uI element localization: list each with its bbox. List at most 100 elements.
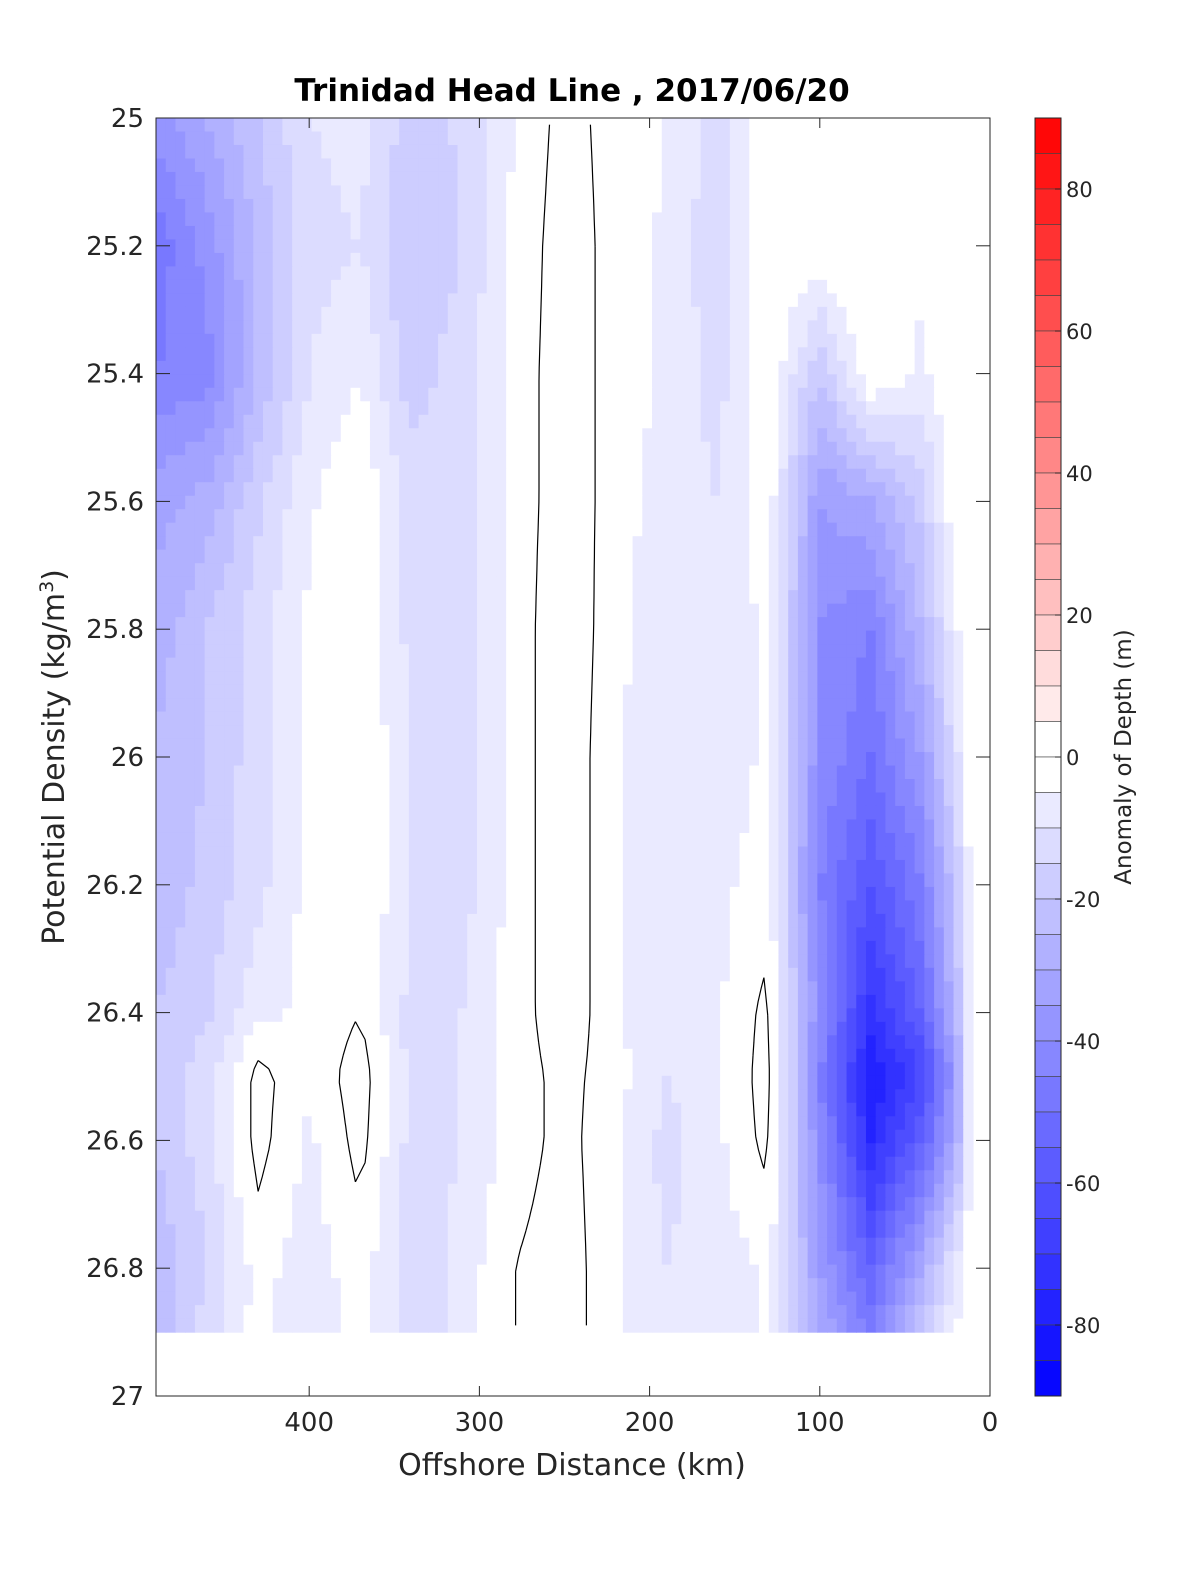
- heatmap-cell: [389, 859, 400, 875]
- heatmap-cell: [554, 509, 566, 524]
- heatmap-cell: [622, 779, 634, 794]
- heatmap-cell: [360, 266, 371, 281]
- heatmap-cell: [214, 198, 225, 214]
- heatmap-cell: [496, 711, 507, 726]
- heatmap-cell: [788, 603, 799, 618]
- heatmap-cell: [476, 657, 488, 672]
- heatmap-cell: [175, 617, 186, 632]
- heatmap-cell: [496, 131, 507, 146]
- heatmap-cell: [243, 387, 254, 402]
- heatmap-cell: [613, 212, 624, 227]
- heatmap-cell: [535, 118, 546, 133]
- heatmap-cell: [233, 320, 245, 335]
- heatmap-cell: [739, 536, 750, 551]
- heatmap-cell: [865, 131, 877, 146]
- heatmap-cell: [389, 657, 400, 672]
- heatmap-cell: [788, 873, 799, 888]
- heatmap-cell: [603, 522, 614, 537]
- heatmap-cell: [156, 617, 167, 632]
- heatmap-cell: [408, 320, 420, 335]
- heatmap-cell: [331, 401, 342, 416]
- heatmap-cell: [224, 131, 235, 146]
- heatmap-cell: [262, 455, 274, 470]
- heatmap-cell: [729, 185, 741, 200]
- heatmap-cell: [661, 752, 673, 767]
- heatmap-cell: [369, 118, 381, 133]
- heatmap-cell: [924, 752, 935, 767]
- heatmap-cell: [438, 333, 449, 348]
- heatmap-cell: [836, 630, 848, 645]
- heatmap-cell: [865, 428, 877, 443]
- heatmap-cell: [224, 711, 235, 726]
- heatmap-cell: [807, 266, 818, 281]
- heatmap-cell: [224, 509, 235, 524]
- heatmap-cell: [934, 873, 945, 888]
- heatmap-cell: [827, 805, 838, 821]
- heatmap-cell: [710, 644, 721, 659]
- heatmap-cell: [515, 536, 527, 551]
- heatmap-cell: [311, 414, 322, 429]
- heatmap-cell: [690, 549, 702, 564]
- heatmap-cell: [788, 805, 799, 821]
- heatmap-cell: [506, 293, 517, 308]
- heatmap-cell: [408, 374, 420, 389]
- heatmap-cell: [817, 590, 828, 605]
- heatmap-cell: [418, 711, 429, 726]
- heatmap-cell: [739, 171, 750, 187]
- heatmap-cell: [817, 131, 828, 146]
- heatmap-cell: [379, 738, 391, 753]
- heatmap-cell: [875, 819, 887, 834]
- heatmap-cell: [476, 347, 488, 362]
- heatmap-cell: [574, 185, 585, 200]
- heatmap-cell: [652, 144, 663, 160]
- heatmap-cell: [807, 819, 818, 834]
- heatmap-cell: [759, 630, 770, 645]
- heatmap-cell: [467, 671, 478, 686]
- heatmap-cell: [632, 684, 643, 699]
- heatmap-cell: [447, 320, 459, 335]
- heatmap-cell: [739, 347, 750, 362]
- heatmap-cell: [642, 468, 653, 483]
- heatmap-cell: [311, 671, 322, 686]
- heatmap-cell: [185, 711, 196, 726]
- heatmap-cell: [642, 212, 653, 227]
- heatmap-cell: [554, 522, 566, 537]
- heatmap-cell: [953, 131, 964, 146]
- heatmap-cell: [642, 752, 653, 767]
- heatmap-cell: [963, 252, 974, 267]
- heatmap-cell: [778, 131, 789, 146]
- heatmap-cell: [428, 252, 439, 267]
- heatmap-cell: [934, 185, 945, 200]
- heatmap-cell: [729, 252, 741, 267]
- heatmap-cell: [807, 711, 818, 726]
- heatmap-cell: [185, 293, 196, 308]
- heatmap-cell: [496, 630, 507, 645]
- heatmap-cell: [739, 738, 750, 753]
- heatmap-cell: [515, 684, 527, 699]
- heatmap-cell: [301, 374, 313, 389]
- heatmap-cell: [214, 576, 225, 591]
- heatmap-cell: [914, 644, 925, 659]
- heatmap-cell: [593, 671, 604, 686]
- heatmap-cell: [788, 320, 799, 335]
- heatmap-cell: [856, 468, 867, 483]
- heatmap-cell: [360, 118, 371, 133]
- heatmap-cell: [282, 603, 293, 618]
- heatmap-cell: [243, 495, 254, 510]
- heatmap-cell: [846, 752, 857, 767]
- heatmap-cell: [943, 495, 955, 510]
- heatmap-cell: [156, 684, 167, 699]
- heatmap-cell: [506, 252, 517, 267]
- heatmap-cell: [467, 738, 478, 753]
- heatmap-cell: [340, 644, 352, 659]
- heatmap-cell: [564, 522, 575, 537]
- heatmap-cell: [156, 563, 167, 578]
- heatmap-cell: [272, 441, 284, 456]
- heatmap-cell: [846, 563, 857, 578]
- heatmap-cell: [729, 293, 741, 308]
- heatmap-cell: [253, 455, 264, 470]
- heatmap-cell: [671, 414, 682, 429]
- heatmap-cell: [661, 482, 673, 497]
- heatmap-cell: [399, 630, 410, 645]
- heatmap-cell: [301, 576, 313, 591]
